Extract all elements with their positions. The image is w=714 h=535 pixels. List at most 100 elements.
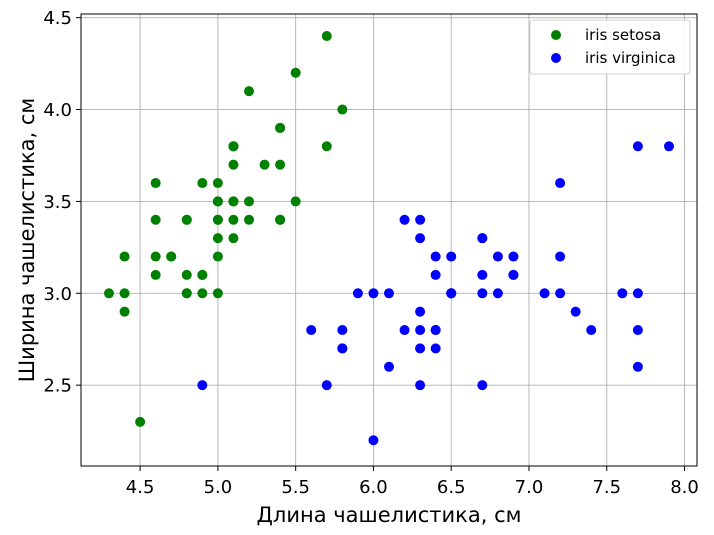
data-point (415, 306, 426, 317)
data-point (244, 86, 254, 97)
data-point (617, 288, 628, 299)
data-point (181, 288, 192, 299)
data-point (415, 380, 426, 391)
data-point (259, 159, 270, 170)
data-point (384, 361, 394, 372)
data-point (430, 251, 441, 262)
data-point (119, 251, 130, 262)
data-point (150, 269, 161, 280)
data-point (228, 159, 239, 170)
data-point (104, 288, 114, 299)
y-tick-label: 4.5 (43, 8, 72, 29)
data-points (104, 31, 674, 446)
data-point (477, 233, 488, 244)
data-point (399, 214, 410, 225)
x-axis-ticks: 4.5 5.0 5.5 6.0 6.5 7.0 7.5 8.0 (126, 466, 699, 498)
grid (81, 14, 697, 466)
data-point (415, 214, 426, 225)
x-tick-label: 4.5 (126, 477, 155, 498)
data-point (446, 288, 457, 299)
data-point (212, 251, 223, 262)
data-point (555, 178, 566, 189)
data-point (586, 325, 597, 336)
data-point (570, 306, 581, 317)
y-tick-label: 3.0 (43, 284, 72, 305)
data-point (632, 141, 643, 152)
data-point (399, 325, 410, 336)
x-tick-label: 6.0 (359, 477, 388, 498)
data-point (492, 288, 503, 299)
data-point (212, 196, 223, 207)
data-point (135, 416, 146, 427)
legend-box (529, 19, 691, 75)
data-point (166, 251, 177, 262)
data-point (119, 306, 130, 317)
data-point (415, 325, 426, 336)
y-tick-label: 4.0 (43, 100, 72, 121)
data-point (430, 343, 441, 354)
data-point (430, 325, 441, 336)
data-point (275, 122, 286, 133)
data-point (632, 361, 643, 372)
y-tick-label: 2.5 (43, 376, 72, 397)
x-axis-label: Длина чашелистика, см (257, 503, 522, 527)
data-point (492, 251, 503, 262)
data-point (555, 288, 566, 299)
data-point (290, 67, 301, 78)
data-point (212, 178, 223, 189)
data-point (181, 214, 192, 225)
data-point (181, 269, 192, 280)
x-tick-label: 6.5 (437, 477, 466, 498)
data-point (212, 233, 223, 244)
data-point (228, 214, 239, 225)
data-point (321, 380, 332, 391)
data-point (352, 288, 363, 299)
y-axis-label: Ширина чашелистика, см (15, 98, 39, 383)
data-point (415, 343, 426, 354)
data-point (446, 251, 457, 262)
data-point (275, 159, 286, 170)
y-tick-label: 3.5 (43, 192, 72, 213)
data-point (337, 343, 348, 354)
data-point (197, 288, 208, 299)
legend-label: iris virginica (585, 49, 676, 67)
data-point (477, 269, 488, 280)
data-point (119, 288, 130, 299)
x-tick-label: 7.5 (592, 477, 621, 498)
data-point (150, 178, 161, 189)
x-tick-label: 7.0 (515, 477, 544, 498)
legend: iris setosa iris virginica (529, 19, 691, 75)
data-point (228, 196, 239, 207)
series-1 (197, 141, 674, 446)
data-point (539, 288, 550, 299)
data-point (321, 31, 332, 42)
legend-marker (551, 30, 561, 40)
x-tick-label: 5.5 (281, 477, 310, 498)
data-point (321, 141, 332, 152)
data-point (337, 325, 348, 336)
x-tick-label: 8.0 (670, 477, 699, 498)
legend-marker (551, 53, 561, 63)
data-point (244, 214, 254, 225)
data-point (306, 325, 317, 336)
data-point (197, 269, 208, 280)
data-point (290, 196, 301, 207)
data-point (430, 269, 441, 280)
data-point (508, 269, 519, 280)
data-point (632, 325, 643, 336)
data-point (384, 288, 394, 299)
data-point (415, 233, 426, 244)
data-point (150, 214, 161, 225)
data-point (197, 380, 208, 391)
x-tick-label: 5.0 (204, 477, 233, 498)
data-point (244, 196, 254, 207)
data-point (275, 214, 286, 225)
data-point (632, 288, 643, 299)
plot-frame (80, 13, 698, 467)
data-point (508, 251, 519, 262)
data-point (212, 288, 223, 299)
data-point (228, 233, 239, 244)
data-point (555, 251, 566, 262)
data-point (368, 288, 379, 299)
